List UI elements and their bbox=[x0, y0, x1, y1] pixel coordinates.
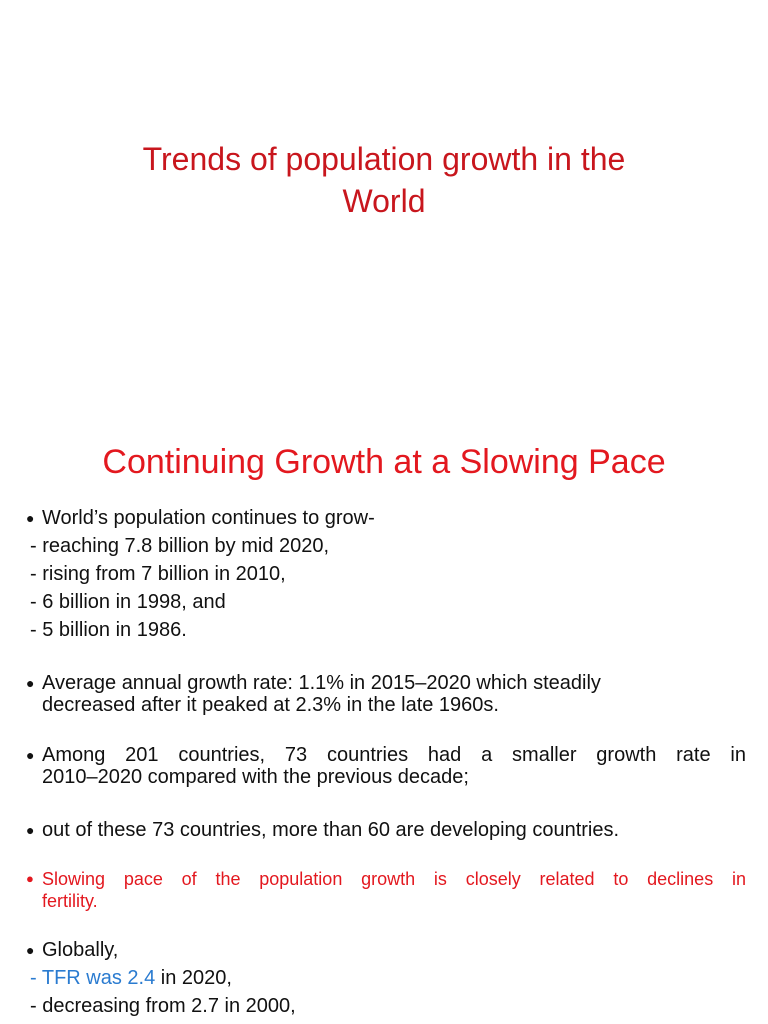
bullet-growth-rate: ● Average annual growth rate: 1.1% in 20… bbox=[26, 672, 746, 716]
bullet-list: ● World’s population continues to grow- … bbox=[26, 504, 746, 1020]
slide-title-line-1: Trends of population growth in the bbox=[142, 141, 626, 177]
bullet-text: out of these 73 countries, more than 60 … bbox=[42, 819, 620, 841]
bullet-text: 2010–2020 compared with the previous dec… bbox=[42, 766, 469, 788]
sub-item: - reaching 7.8 billion by mid 2020, bbox=[30, 535, 330, 557]
bullet-text: Globally, bbox=[42, 939, 119, 961]
tfr-year: in 2020, bbox=[155, 967, 232, 989]
bullet-dot-icon: ● bbox=[26, 675, 35, 691]
sub-item: - decreasing from 2.7 in 2000, bbox=[30, 995, 296, 1017]
bullet-text: fertility. bbox=[42, 891, 98, 911]
bullet-dot-icon: ● bbox=[26, 747, 35, 763]
bullet-text: World’s population continues to grow- bbox=[42, 507, 375, 529]
sub-item: - 5 billion in 1986. bbox=[30, 619, 187, 641]
bullet-fertility: ● Slowing pace of the population growth … bbox=[26, 868, 746, 912]
sub-item-tfr: - TFR was 2.4 in 2020, bbox=[26, 964, 746, 992]
bullet-text: Average annual growth rate: 1.1% in 2015… bbox=[42, 672, 601, 694]
bullet-dot-icon: ● bbox=[26, 822, 35, 838]
bullet-countries: ● Among 201 countries, 73 countries had … bbox=[26, 744, 746, 788]
bullet-text: Slowing pace of the population growth is… bbox=[42, 869, 746, 889]
sub-item: - 6 billion in 1998, and bbox=[30, 591, 226, 613]
bullet-world-population: ● World’s population continues to grow- … bbox=[26, 504, 746, 644]
bullet-developing: ● out of these 73 countries, more than 6… bbox=[26, 816, 746, 844]
bullet-dot-icon: ● bbox=[26, 871, 34, 886]
bullet-text: decreased after it peaked at 2.3% in the… bbox=[42, 694, 499, 716]
slide-title-line-2: World bbox=[342, 183, 426, 219]
slide-title: Trends of population growth in the World bbox=[0, 138, 768, 222]
bullet-globally: ● Globally, - TFR was 2.4 in 2020, - dec… bbox=[26, 936, 746, 1020]
bullet-dot-icon: ● bbox=[26, 942, 35, 958]
bullet-dot-icon: ● bbox=[26, 510, 35, 526]
tfr-highlight: - TFR was 2.4 bbox=[30, 967, 156, 989]
section-heading: Continuing Growth at a Slowing Pace bbox=[102, 443, 666, 481]
sub-item: - rising from 7 billion in 2010, bbox=[30, 563, 286, 585]
bullet-text: Among 201 countries, 73 countries had a … bbox=[42, 744, 746, 766]
